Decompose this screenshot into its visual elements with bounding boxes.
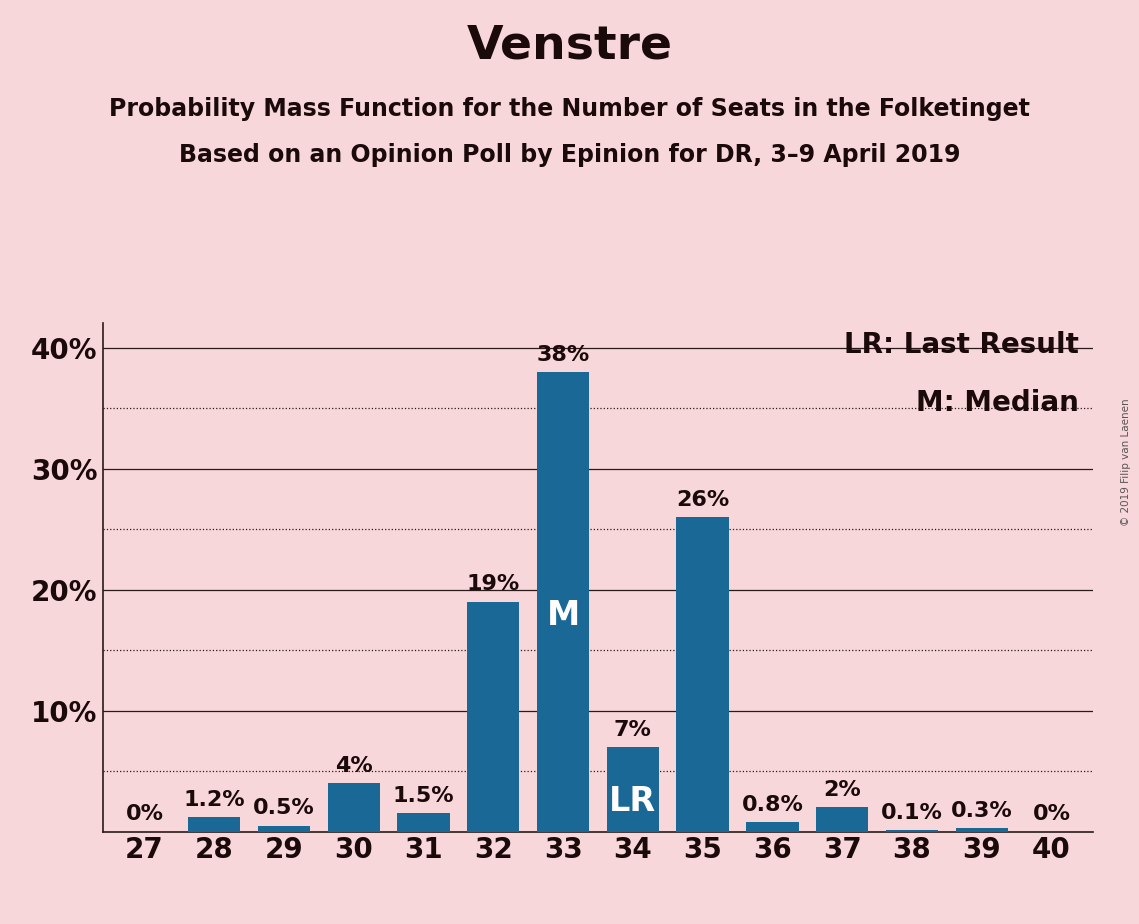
Bar [677,517,729,832]
Text: M: Median: M: Median [916,390,1079,418]
Text: 26%: 26% [677,490,729,510]
Text: 1.2%: 1.2% [183,790,245,809]
Bar [607,747,659,832]
Text: 4%: 4% [335,756,372,776]
Text: M: M [547,599,580,632]
Text: 1.5%: 1.5% [393,786,454,806]
Bar [746,822,798,832]
Text: 0.1%: 0.1% [882,803,943,823]
Text: 7%: 7% [614,720,652,739]
Text: 2%: 2% [823,780,861,800]
Text: © 2019 Filip van Laenen: © 2019 Filip van Laenen [1121,398,1131,526]
Bar [328,784,380,832]
Bar [188,817,240,832]
Bar [886,831,939,832]
Text: 0%: 0% [125,804,163,824]
Text: 0.3%: 0.3% [951,801,1013,821]
Text: LR: LR [609,785,656,819]
Bar [398,813,450,832]
Text: LR: Last Result: LR: Last Result [844,331,1079,359]
Text: 0.5%: 0.5% [253,798,314,819]
Bar [956,828,1008,832]
Bar [467,602,519,832]
Text: Venstre: Venstre [467,23,672,68]
Text: 38%: 38% [536,345,590,365]
Text: Probability Mass Function for the Number of Seats in the Folketinget: Probability Mass Function for the Number… [109,97,1030,121]
Bar [257,825,310,832]
Text: 19%: 19% [467,575,519,594]
Bar [816,808,868,832]
Text: 0%: 0% [1033,804,1071,824]
Text: Based on an Opinion Poll by Epinion for DR, 3–9 April 2019: Based on an Opinion Poll by Epinion for … [179,143,960,167]
Text: 0.8%: 0.8% [741,795,803,815]
Bar [536,371,589,832]
